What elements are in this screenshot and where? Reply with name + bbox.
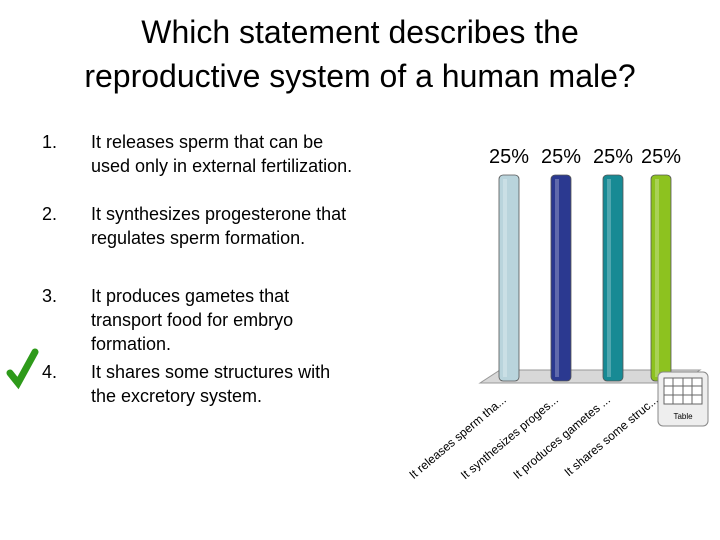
value-label: 25% xyxy=(489,146,529,168)
slide-title: Which statement describes the reproducti… xyxy=(0,10,720,98)
option-text: It shares some structures with the excre… xyxy=(91,362,331,406)
option-number: 1. xyxy=(42,132,58,152)
x-tick-label: It shares some struc... xyxy=(562,393,661,480)
title-line: Which statement describes the xyxy=(141,14,579,50)
option-text: It releases sperm that can be used only … xyxy=(91,132,353,176)
x-tick-label: It releases sperm tha... xyxy=(406,393,509,482)
bar-shine xyxy=(555,179,559,377)
chart-floor xyxy=(478,369,702,384)
bar xyxy=(650,174,672,382)
bar-shine xyxy=(655,179,659,377)
option-number: 3. xyxy=(42,286,58,306)
correct-check xyxy=(6,348,39,390)
title-line: reproductive system of a human male? xyxy=(84,58,636,94)
option-text: It produces gametes that transport food … xyxy=(91,286,294,354)
option-text: It synthesizes progesterone that regulat… xyxy=(91,204,347,248)
bar xyxy=(550,174,572,382)
option-number: 2. xyxy=(42,204,58,224)
value-label: 25% xyxy=(593,146,633,168)
bar xyxy=(498,174,520,382)
bar-shine xyxy=(607,179,611,377)
bar xyxy=(602,174,624,382)
x-tick-label: It synthesizes proges... xyxy=(458,393,561,483)
table-button-label: Table xyxy=(673,412,693,421)
value-label: 25% xyxy=(541,146,581,168)
value-label: 25% xyxy=(641,146,681,168)
bar-shine xyxy=(503,179,507,377)
table-button[interactable]: Table xyxy=(657,371,709,427)
option-number: 4. xyxy=(42,362,58,382)
